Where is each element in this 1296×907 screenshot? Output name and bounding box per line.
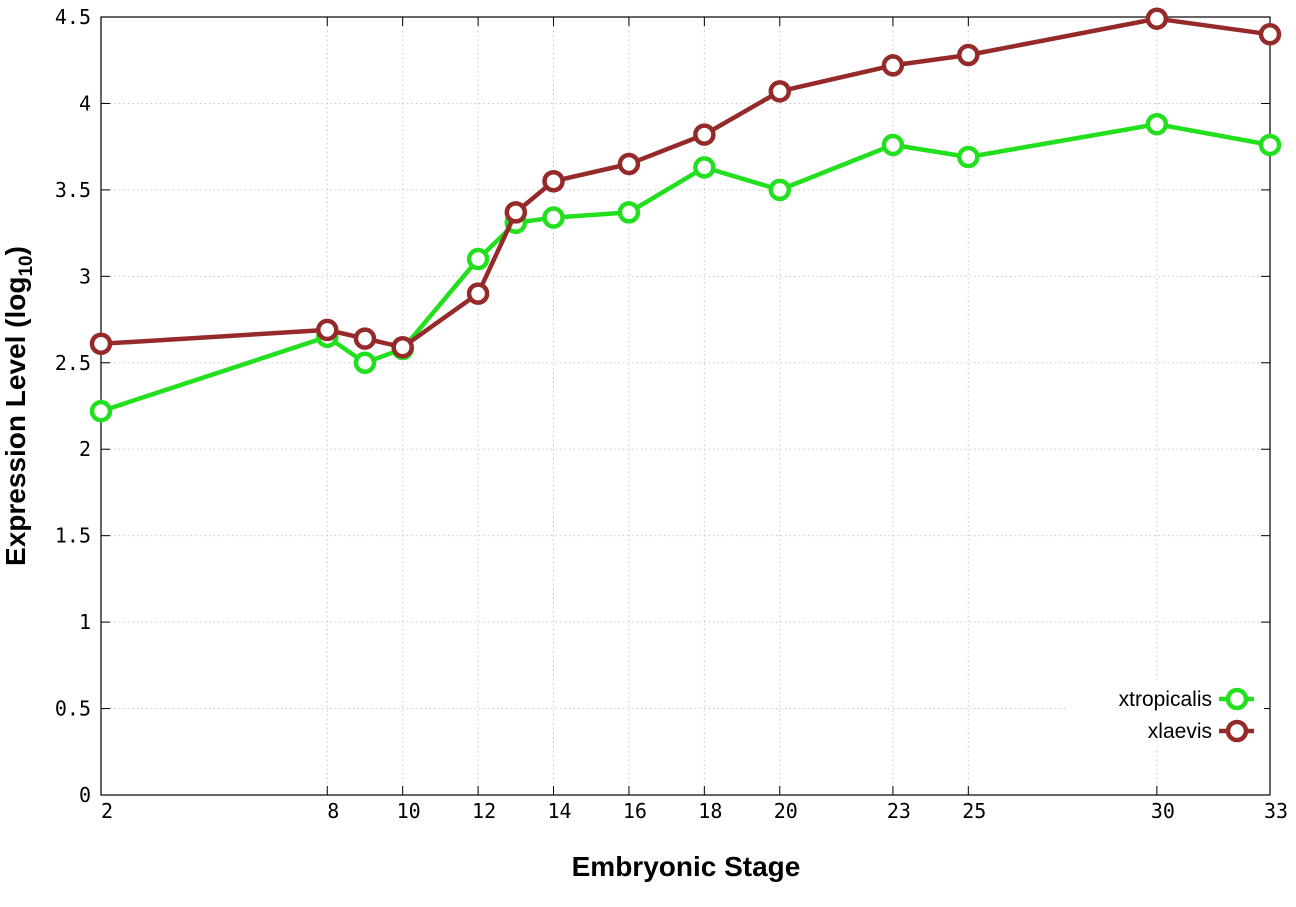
legend-marker-xlaevis [1225, 719, 1249, 743]
y-tick-label: 1.5 [55, 524, 91, 548]
data-point-xlaevis [1145, 7, 1169, 30]
legend-label-xtropicalis: xtropicalis [1119, 688, 1212, 711]
data-point-xtropicalis [542, 206, 565, 229]
data-point-xlaevis [1258, 23, 1282, 46]
y-tick-label: 0 [79, 783, 91, 807]
legend: xtropicalis xlaevis [1068, 681, 1264, 747]
data-point-xtropicalis [693, 156, 716, 179]
data-point-xtropicalis [1258, 133, 1282, 157]
data-point-xtropicalis [353, 351, 377, 375]
x-tick-label: 14 [547, 799, 571, 823]
y-tick-label: 2 [79, 437, 91, 461]
y-tick-label: 3 [79, 264, 91, 288]
x-tick-label: 25 [962, 799, 986, 823]
x-tick-label: 30 [1151, 799, 1175, 823]
data-point-xlaevis [466, 282, 490, 305]
data-point-xlaevis [957, 43, 980, 67]
data-point-xlaevis [693, 123, 716, 146]
x-tick-label: 2 [101, 799, 113, 823]
x-tick-label: 18 [698, 799, 722, 823]
y-axis-title-subscript: 10 [16, 255, 37, 276]
x-tick-label: 20 [774, 799, 798, 823]
data-point-xlaevis [542, 169, 565, 193]
legend-label-xlaevis: xlaevis [1148, 720, 1212, 743]
data-point-xtropicalis [89, 399, 113, 423]
data-point-xlaevis [768, 80, 792, 103]
y-tick-label: 4.5 [55, 5, 91, 29]
data-point-xlaevis [316, 318, 339, 342]
legend-marker-xtropicalis [1225, 687, 1249, 711]
data-point-xtropicalis [1145, 112, 1169, 136]
y-tick-label: 2.5 [55, 351, 91, 375]
y-tick-label: 3.5 [55, 178, 91, 202]
y-tick-label: 4 [79, 91, 91, 115]
data-point-xlaevis [617, 152, 641, 176]
series-xlaevis [89, 7, 1282, 359]
series-line-xtropicalis [100, 121, 1271, 414]
data-point-xlaevis [391, 335, 414, 359]
x-tick-label: 12 [472, 799, 496, 823]
x-tick-label: 33 [1264, 799, 1288, 823]
series-line-xlaevis [100, 16, 1271, 350]
y-tick-label: 1 [79, 610, 91, 634]
data-point-xtropicalis [957, 145, 980, 169]
x-tick-label: 16 [623, 799, 647, 823]
series-layer [89, 7, 1282, 423]
data-point-xlaevis [89, 332, 113, 356]
tick-layer: 0 0.5 1 1.5 2 2.5 3 3.5 4 4.5 2 8 10 12 14 16 18 20 23 25 30… [55, 5, 1288, 823]
series-xtropicalis [89, 112, 1282, 423]
data-point-xtropicalis [768, 178, 792, 202]
x-tick-label: 10 [397, 799, 421, 823]
data-point-xtropicalis [617, 201, 641, 224]
y-axis-title-close: ) [0, 246, 31, 255]
y-axis-title: Expression Level (log10) [0, 246, 37, 566]
y-axis-title-main: Expression Level (log [0, 277, 31, 566]
data-point-xlaevis [504, 201, 528, 224]
x-axis-title: Embryonic Stage [572, 851, 801, 882]
x-tick-label: 8 [327, 799, 339, 823]
data-point-xlaevis [881, 54, 905, 77]
data-point-xtropicalis [466, 247, 490, 271]
data-point-xlaevis [353, 327, 377, 350]
y-tick-label: 0.5 [55, 697, 91, 721]
x-tick-label: 23 [887, 799, 911, 823]
data-point-xtropicalis [881, 133, 905, 157]
grid-layer [101, 17, 1270, 795]
